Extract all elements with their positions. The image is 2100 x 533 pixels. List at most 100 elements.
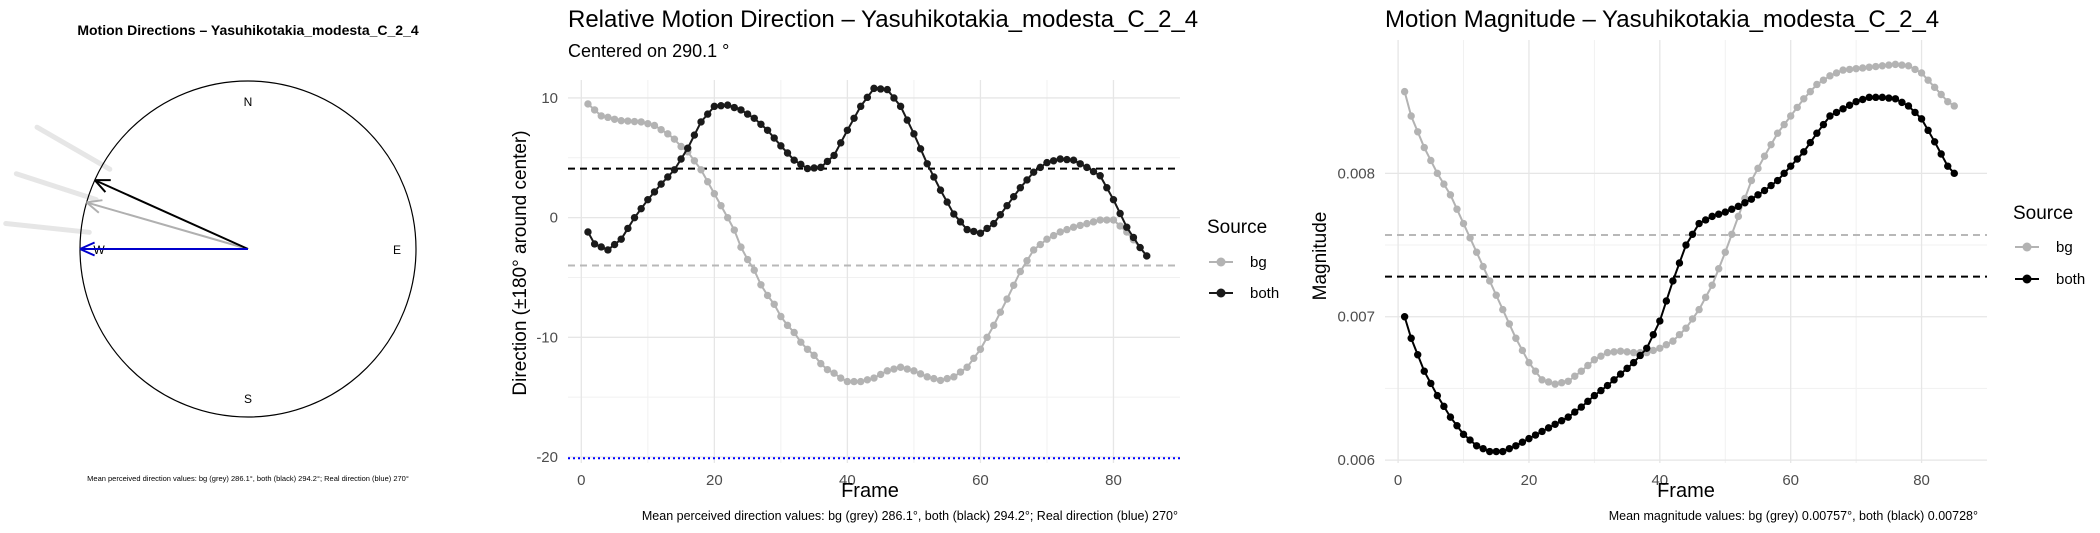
magnitude-point-bg: [1505, 320, 1514, 328]
magnitude-point-both: [1813, 129, 1821, 137]
magnitude-legend-dot-both: [2022, 274, 2032, 284]
magnitude-point-both: [1538, 427, 1546, 436]
direction-ytick-label: -20: [536, 449, 558, 466]
magnitude-point-both: [1839, 105, 1847, 113]
magnitude-point-bg: [1773, 129, 1782, 137]
direction-point-both: [684, 144, 692, 152]
direction-point-bg: [1023, 257, 1031, 265]
magnitude-point-both: [1577, 403, 1586, 411]
magnitude-point-bg: [1669, 337, 1677, 345]
magnitude-point-both: [1780, 169, 1788, 178]
direction-point-both: [590, 240, 599, 248]
magnitude-point-both: [1930, 138, 1939, 146]
direction-title: Relative Motion Direction – Yasuhikotaki…: [568, 6, 1198, 33]
magnitude-point-bg: [1518, 346, 1527, 355]
magnitude-point-both: [1414, 351, 1422, 359]
magnitude-point-both: [1715, 210, 1723, 218]
magnitude-point-bg: [1786, 112, 1795, 120]
direction-point-bg: [856, 377, 865, 386]
direction-point-bg: [916, 370, 925, 378]
direction-point-bg: [1056, 228, 1064, 236]
direction-point-both: [750, 114, 758, 123]
magnitude-point-bg: [1616, 347, 1625, 355]
compass-arrowhead-2-0: [79, 241, 96, 250]
magnitude-point-bg: [1656, 344, 1664, 352]
direction-point-both: [610, 240, 619, 249]
direction-point-bg: [584, 100, 592, 108]
direction-point-both: [863, 93, 872, 102]
magnitude-xlabel: Frame: [1657, 480, 1715, 502]
direction-point-both: [956, 218, 965, 226]
direction-ytick-label: 10: [541, 90, 558, 107]
magnitude-point-both: [1610, 376, 1618, 384]
magnitude-point-both: [1845, 101, 1854, 109]
direction-point-bg: [983, 333, 991, 342]
direction-legend: Source bg both: [1207, 217, 1279, 302]
compass-trails: [3, 124, 113, 235]
direction-point-both: [1023, 176, 1031, 184]
direction-point-both: [1049, 157, 1058, 165]
magnitude-point-both: [1675, 259, 1684, 267]
direction-point-both: [690, 131, 699, 139]
direction-point-bg: [1096, 216, 1104, 224]
magnitude-point-both: [1728, 205, 1736, 213]
magnitude-point-bg: [1904, 62, 1913, 70]
magnitude-xtick-label: 0: [1394, 472, 1402, 489]
direction-point-both: [1069, 156, 1078, 164]
magnitude-point-bg: [1845, 65, 1854, 74]
compass-arrowhead-2-1: [79, 248, 96, 257]
direction-point-bg: [770, 300, 778, 309]
magnitude-point-bg: [1767, 140, 1775, 149]
magnitude-point-both: [1878, 93, 1887, 102]
magnitude-point-bg: [1924, 76, 1932, 84]
compass-trail-0: [34, 124, 113, 172]
direction-point-both: [584, 228, 592, 236]
direction-point-bg: [617, 116, 625, 125]
direction-point-bg: [830, 369, 838, 377]
magnitude-point-both: [1407, 334, 1415, 342]
magnitude-point-bg: [1551, 380, 1559, 388]
magnitude-point-bg: [1499, 305, 1507, 314]
magnitude-point-bg: [1564, 377, 1572, 385]
direction-point-both: [903, 116, 911, 124]
direction-point-bg: [883, 367, 892, 375]
magnitude-plot-area: 0 20 40 60 80 0.006 0.007 0.008: [1337, 40, 1987, 489]
direction-point-both: [697, 118, 705, 126]
direction-point-bg: [890, 365, 898, 373]
magnitude-point-both: [1636, 351, 1644, 360]
magnitude-point-both: [1793, 155, 1801, 163]
direction-point-both: [817, 163, 825, 172]
direction-point-both: [604, 246, 612, 254]
magnitude-ytick-label: 0.007: [1337, 309, 1375, 326]
magnitude-point-both: [1564, 413, 1572, 421]
magnitude-point-both: [1459, 430, 1468, 439]
direction-point-bg: [790, 328, 798, 337]
direction-point-both: [630, 213, 639, 222]
magnitude-point-bg: [1885, 61, 1893, 69]
direction-point-bg: [677, 142, 685, 151]
magnitude-point-bg: [1858, 64, 1867, 72]
direction-point-bg: [1036, 240, 1045, 249]
magnitude-point-bg: [1649, 346, 1657, 355]
magnitude-point-both: [1885, 94, 1893, 102]
magnitude-legend-label-bg: bg: [2056, 239, 2073, 256]
magnitude-point-bg: [1675, 330, 1684, 339]
direction-point-both: [1003, 201, 1011, 210]
magnitude-point-both: [1505, 444, 1514, 453]
magnitude-point-bg: [1414, 128, 1422, 136]
magnitude-title: Motion Magnitude – Yasuhikotakia_modesta…: [1385, 6, 1939, 33]
magnitude-point-both: [1858, 95, 1867, 104]
magnitude-point-bg: [1760, 152, 1769, 160]
direction-point-both: [1136, 243, 1144, 252]
direction-point-bg: [956, 368, 965, 376]
direction-point-bg: [763, 291, 772, 300]
magnitude-point-both: [1643, 344, 1651, 352]
direction-point-both: [597, 243, 605, 251]
magnitude-point-both: [1656, 317, 1664, 325]
direction-point-bg: [996, 308, 1005, 316]
compass-arrowhead-0-0: [86, 199, 103, 204]
direction-point-bg: [783, 321, 792, 330]
direction-point-both: [677, 155, 685, 163]
magnitude-point-both: [1433, 391, 1442, 400]
magnitude-point-bg: [1459, 219, 1468, 228]
